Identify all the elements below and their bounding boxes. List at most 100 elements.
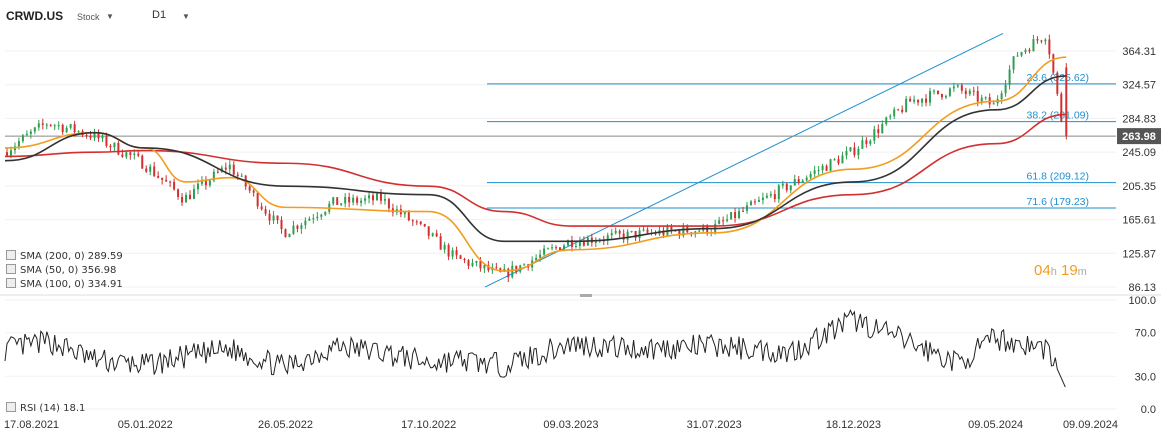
candle-body [372,195,375,201]
candle-body [383,199,386,201]
candle-body [662,230,665,236]
timeframe-label[interactable]: D1 [152,9,167,21]
candle-body [105,135,108,146]
panel-resize-handle[interactable] [580,294,592,297]
candle-body [853,147,856,156]
candle-body [642,229,645,231]
candle-body [212,171,215,181]
legend-sma50[interactable]: SMA (50, 0) 356.98 [6,264,116,276]
ticker-dropdown-icon[interactable]: ▼ [106,12,114,21]
candle-body [1028,49,1031,52]
sma200-line[interactable] [4,113,1067,227]
candle-body [419,221,422,224]
candle-body [1044,39,1047,42]
legend-sma200-label: SMA (200, 0) 289.59 [20,251,123,262]
candle-body [479,261,482,269]
candle-body [232,164,235,175]
candle-body [761,197,764,201]
settings-icon[interactable] [6,402,16,412]
candle-body [89,135,92,138]
candle-body [427,226,430,236]
candle-body [41,123,44,125]
sma100-line[interactable] [4,75,1067,243]
candle-body [411,220,414,222]
candle-body [797,179,800,183]
candle-body [817,170,820,172]
candle-body [352,197,355,203]
candle-body [407,212,410,221]
candle-body [216,171,219,173]
candle-body [316,216,319,219]
candle-body [260,206,263,210]
rsi-line[interactable] [4,309,1066,388]
candle-body [511,265,514,278]
candle-body [936,90,939,94]
candle-body [364,198,367,201]
countdown-minutes-unit: m [1077,266,1087,278]
candle-body [821,165,824,171]
date-tick-label: 18.12.2023 [826,419,881,431]
candle-body [17,141,20,147]
settings-icon[interactable] [6,250,16,260]
candle-body [276,215,279,220]
settings-icon[interactable] [6,278,16,288]
candle-body [284,229,287,238]
candle-body [917,99,920,103]
countdown-hours-unit: h [1050,266,1057,278]
price-tick-label: 165.61 [1122,215,1156,227]
date-tick-label: 26.05.2022 [258,419,313,431]
candle-body [1020,52,1023,56]
candle-body [606,235,609,241]
candle-body [825,165,828,171]
legend-sma200[interactable]: SMA (200, 0) 289.59 [6,250,123,262]
candle-body [789,185,792,191]
candle-body [618,230,621,234]
date-tick-label: 31.07.2023 [687,419,742,431]
candle-body [379,193,382,201]
ticker-label[interactable]: CRWD.US [6,9,64,23]
candle-body [1024,49,1027,53]
candle-body [403,212,406,215]
candle-body [913,99,916,102]
candle-body [861,140,864,149]
candle-body [805,177,808,181]
candle-body [1036,39,1039,41]
sma50-line[interactable] [4,56,1067,272]
candle-body [730,212,733,220]
candle-body [97,132,100,139]
candle-body [224,167,227,170]
candle-body [324,211,327,215]
candle-body [813,170,816,174]
candle-body [507,268,510,278]
legend-sma100[interactable]: SMA (100, 0) 334.91 [6,278,123,290]
trend-line[interactable] [484,32,1004,288]
candle-body [1065,67,1068,137]
candle-body [288,233,291,238]
candle-body [356,197,359,203]
candle-body [45,124,48,126]
candle-body [654,232,657,235]
legend-rsi[interactable]: RSI (14) 18.1 [6,402,85,414]
timeframe-dropdown-icon[interactable]: ▼ [182,12,190,21]
candle-body [451,250,454,257]
candle-body [487,265,490,271]
candle-body [192,189,195,199]
candle-body [670,226,673,231]
candle-body [181,196,184,203]
candle-body [340,203,343,205]
candle-body [61,124,64,133]
settings-icon[interactable] [6,264,16,274]
candle-body [208,180,211,186]
candle-body [73,124,76,133]
candle-body [256,192,259,207]
candle-body [551,247,554,249]
candle-body [5,152,8,156]
candle-body [582,241,585,246]
candle-body [125,152,128,157]
candle-body [387,199,390,209]
candle-body [749,201,752,206]
candle-body [630,231,633,233]
candle-body [785,183,788,191]
candle-body [423,223,426,227]
